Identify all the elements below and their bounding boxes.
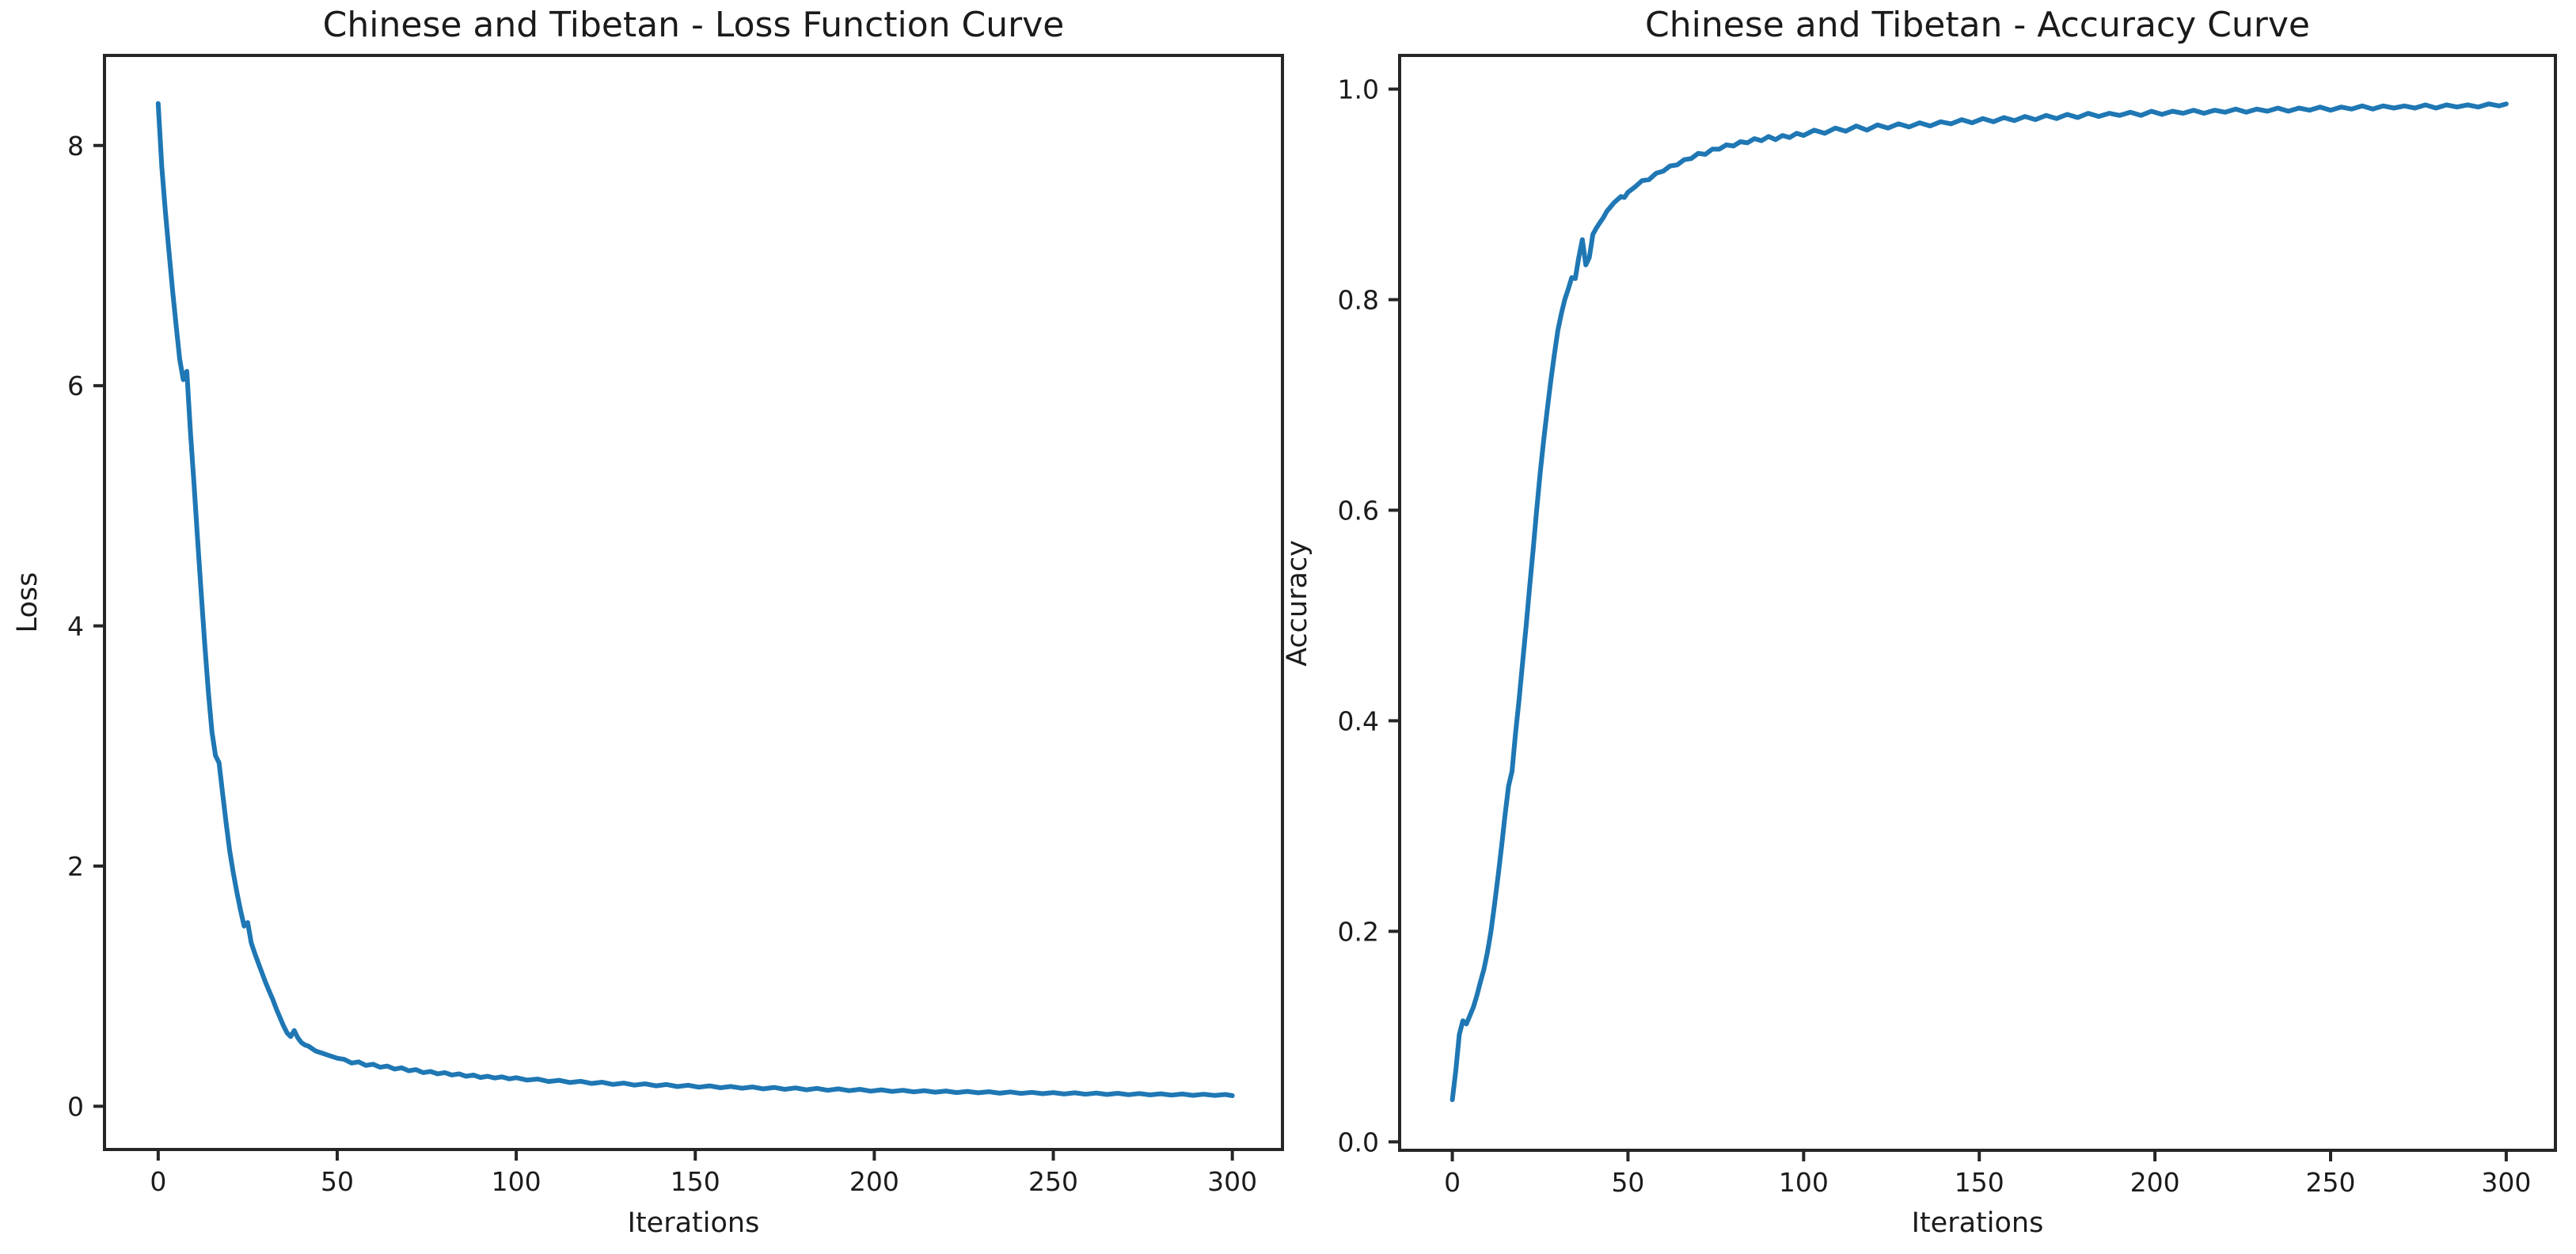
- x-tick-label: 250: [2305, 1167, 2355, 1198]
- chart-title: Chinese and Tibetan - Accuracy Curve: [1645, 5, 2310, 45]
- x-tick-label: 150: [671, 1166, 720, 1197]
- y-tick-label: 0.8: [1338, 285, 1379, 316]
- y-tick-label: 0.6: [1338, 495, 1379, 526]
- x-tick-label: 50: [321, 1166, 354, 1197]
- accuracy-curve: [1449, 101, 2509, 1103]
- x-axis-label: Iterations: [628, 1207, 760, 1239]
- x-tick-label: 250: [1028, 1166, 1078, 1197]
- y-tick-label: 0.0: [1338, 1127, 1379, 1157]
- chart-title: Chinese and Tibetan - Loss Function Curv…: [323, 5, 1065, 45]
- x-tick-label: 200: [2130, 1167, 2180, 1198]
- y-tick-label: 0.2: [1338, 916, 1379, 947]
- x-tick-label: 0: [1444, 1167, 1461, 1198]
- y-tick-label: 0: [67, 1091, 84, 1122]
- y-axis-label: Accuracy: [1282, 540, 1313, 667]
- x-tick-label: 100: [492, 1166, 541, 1197]
- x-tick-label: 0: [150, 1166, 166, 1197]
- plot-box: [1398, 54, 2557, 1152]
- y-tick-label: 8: [67, 131, 84, 162]
- x-tick-label: 300: [2481, 1167, 2531, 1198]
- y-tick-label: 0.4: [1338, 705, 1379, 736]
- y-axis-label: Loss: [12, 572, 44, 633]
- x-tick-label: 300: [1207, 1166, 1257, 1197]
- accuracy-chart: 0 50 100 150 200 250 300 0.0 0.2 0.4 0.6 0.8 1.0 Chin…: [1282, 5, 2557, 1239]
- plot-box: [103, 54, 1284, 1151]
- y-tick-label: 1.0: [1338, 74, 1379, 105]
- loss-chart: 0 50 100 150 200 250 300 0 2 4 6 8 Chinese and Tibet…: [12, 5, 1284, 1239]
- y-tick-label: 6: [67, 370, 84, 401]
- y-tick-label: 4: [67, 611, 84, 642]
- x-tick-label: 150: [1955, 1167, 2004, 1198]
- x-axis-label: Iterations: [1912, 1207, 2044, 1239]
- x-tick-label: 100: [1779, 1167, 1829, 1198]
- x-tick-label: 50: [1611, 1167, 1644, 1198]
- loss-curve: [155, 101, 1235, 1098]
- y-tick-label: 2: [67, 851, 84, 882]
- x-tick-label: 200: [849, 1166, 899, 1197]
